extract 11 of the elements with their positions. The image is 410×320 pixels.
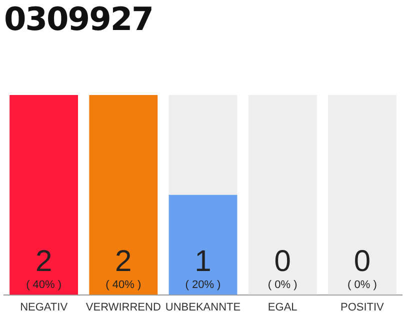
- annotation: 0 ( 0% ): [348, 244, 377, 291]
- data-label: 1 ( 20% ): [185, 244, 221, 291]
- data-label: 2 ( 40% ): [106, 244, 142, 291]
- x-tick-label: UNBEKANNTE: [165, 301, 241, 314]
- annotation: 0 ( 0% ): [268, 244, 298, 291]
- x-tick-label: VERWIRREND: [86, 301, 161, 314]
- x-tick-label: EGAL: [268, 301, 298, 314]
- x-tick-label: NEGATIV: [20, 301, 68, 314]
- x-tick-label: POSITIV: [340, 301, 385, 314]
- data-label: 2 ( 40% ): [26, 244, 62, 291]
- chart-title: 0309927: [4, 0, 153, 38]
